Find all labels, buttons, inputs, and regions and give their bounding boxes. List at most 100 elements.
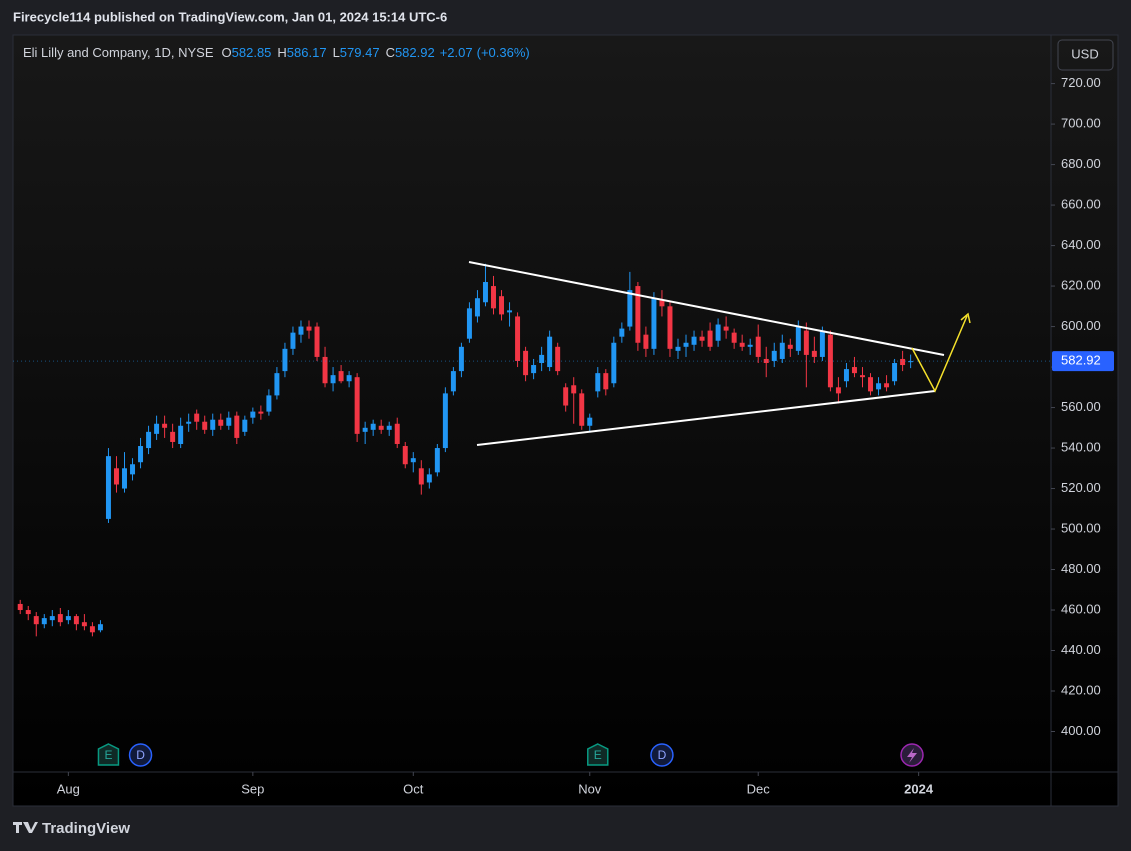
last-price-label: 582.92 xyxy=(1061,353,1101,368)
candle-body xyxy=(242,419,248,432)
candle-body xyxy=(17,603,23,611)
event-label: D xyxy=(658,748,667,762)
candle-body xyxy=(426,474,432,483)
event-icon[interactable] xyxy=(128,743,153,767)
candle-body xyxy=(122,468,127,489)
currency-button[interactable] xyxy=(1057,39,1114,71)
candle-body xyxy=(362,427,368,432)
candle-body xyxy=(250,411,256,418)
candle-body xyxy=(105,456,111,519)
candle-body xyxy=(715,324,721,341)
candle-body xyxy=(579,393,585,426)
y-tick-label: 600.00 xyxy=(1061,318,1101,333)
y-tick-label: 660.00 xyxy=(1061,197,1101,212)
candle-body xyxy=(707,330,713,347)
candle-body xyxy=(779,342,785,359)
candle-body xyxy=(330,375,336,384)
ohlc-key: H xyxy=(277,45,286,60)
ohlc-value: 586.17 xyxy=(287,45,327,60)
candle-body xyxy=(402,446,408,465)
y-tick-label: 460.00 xyxy=(1061,601,1101,616)
candle-body xyxy=(234,415,240,438)
candle-body xyxy=(811,350,817,357)
legend: Eli Lilly and Company, 1D, NYSE O582.85 H5… xyxy=(23,45,530,60)
candle-body xyxy=(458,346,464,372)
candle-body xyxy=(827,334,833,388)
candle-body xyxy=(619,328,625,337)
candle-body xyxy=(803,330,809,355)
y-tick-label: 400.00 xyxy=(1061,723,1101,738)
candle-body xyxy=(146,431,152,449)
candle-body xyxy=(89,626,95,633)
candle-body xyxy=(274,373,280,396)
candle-body xyxy=(266,395,272,412)
currency-label[interactable]: USD xyxy=(1071,46,1098,61)
candle-body xyxy=(57,614,63,623)
candle-body xyxy=(474,298,480,317)
candle-body xyxy=(202,421,208,430)
candle-body xyxy=(81,622,87,627)
candle-body xyxy=(418,468,424,485)
candle-body xyxy=(515,316,521,361)
x-tick-label: Sep xyxy=(241,781,264,796)
candle-body xyxy=(450,371,456,392)
candle-body xyxy=(218,419,224,426)
candle-body xyxy=(731,332,737,343)
x-tick-label: 2024 xyxy=(904,781,934,796)
candle-body xyxy=(370,423,376,430)
plot xyxy=(13,263,1051,637)
change-pct: (+0.36%) xyxy=(477,45,530,60)
ohlc-key: O xyxy=(222,45,232,60)
candle-body xyxy=(531,365,537,374)
candle-body xyxy=(226,417,232,426)
candle-body xyxy=(73,616,79,625)
candle-body xyxy=(210,419,216,430)
candle-body xyxy=(138,446,144,463)
candle-body xyxy=(314,326,320,357)
candle-body xyxy=(683,342,689,347)
event-icon[interactable] xyxy=(587,743,609,766)
projection-arrow xyxy=(911,315,968,393)
candle-body xyxy=(410,458,416,463)
candle-body xyxy=(819,330,825,357)
event-label: E xyxy=(104,748,112,762)
candle-body xyxy=(507,310,513,313)
candle-body xyxy=(876,383,882,390)
candle-body xyxy=(130,464,136,475)
candle-body xyxy=(162,423,168,428)
lightning-event xyxy=(900,743,924,767)
candle-body xyxy=(868,377,873,392)
candle-body xyxy=(627,290,633,327)
y-tick-label: 560.00 xyxy=(1061,399,1101,414)
candle-body xyxy=(675,346,681,351)
candle-body xyxy=(547,336,553,368)
candle-body xyxy=(739,342,745,347)
x-tick-label: Oct xyxy=(403,781,424,796)
brand: TradingView xyxy=(42,820,130,837)
candle-body xyxy=(170,431,176,442)
candle-body xyxy=(290,332,296,349)
candle-body xyxy=(378,425,384,430)
candle-body xyxy=(635,286,641,343)
ohlc-value: 579.47 xyxy=(340,45,380,60)
candle-body xyxy=(186,421,192,424)
candle-body xyxy=(555,346,561,372)
candle-body xyxy=(787,344,793,349)
candle-body xyxy=(338,371,344,382)
candle-body xyxy=(346,375,352,382)
candle-body xyxy=(900,358,906,366)
candle-body xyxy=(499,296,505,315)
candle-body xyxy=(394,423,400,444)
candle-body xyxy=(667,306,673,349)
x-tick-label: Aug xyxy=(57,781,80,796)
candle-body xyxy=(523,350,529,376)
event-icon[interactable] xyxy=(650,743,674,767)
arrow-head xyxy=(960,312,971,324)
event-icon[interactable] xyxy=(97,743,120,766)
candle-body xyxy=(563,387,569,406)
candle-body xyxy=(571,385,577,394)
candle-body xyxy=(491,286,496,309)
legend-text: Eli Lilly and Company, 1D, NYSE O582.85 H5… xyxy=(23,45,530,60)
candle-body xyxy=(322,356,328,384)
